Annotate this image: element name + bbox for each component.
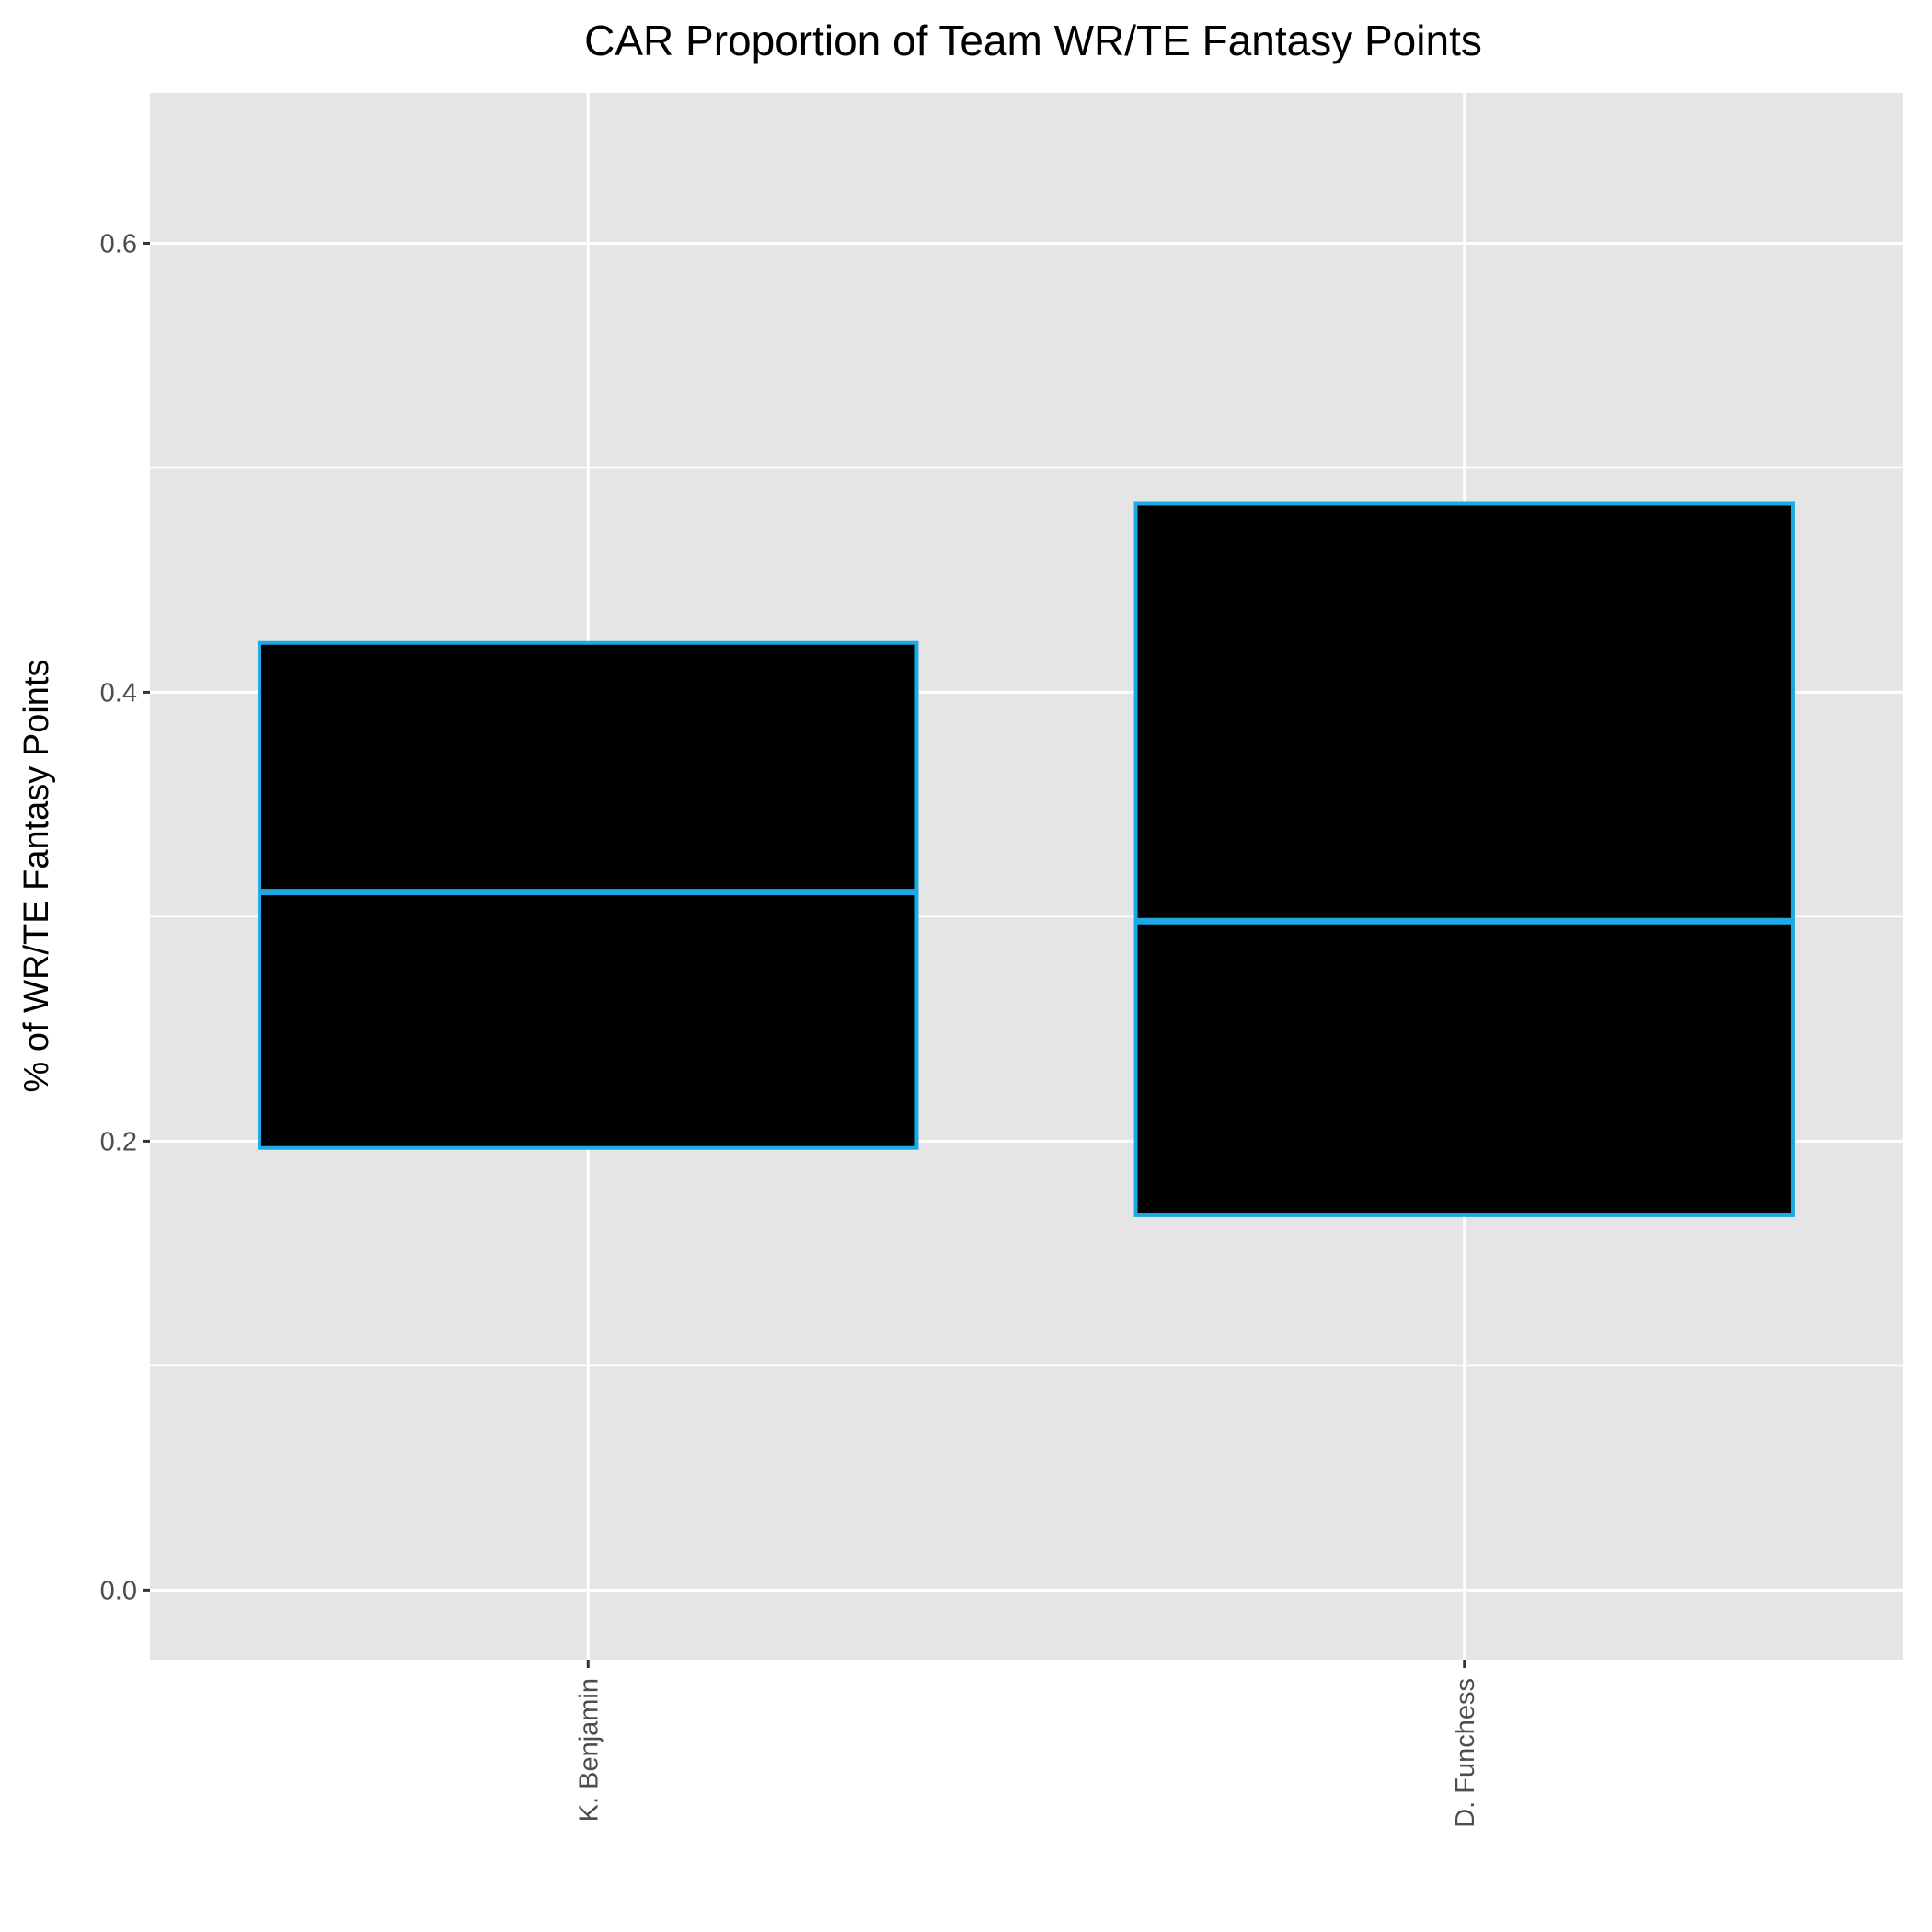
y-tick-label: 0.6 [100, 229, 137, 259]
x-axis: K. Benjamin D. Funchess [574, 1660, 1480, 1828]
box [259, 643, 916, 1148]
x-tick-label: D. Funchess [1451, 1678, 1480, 1828]
y-tick-label: 0.0 [100, 1576, 137, 1605]
chart-title: CAR Proportion of Team WR/TE Fantasy Poi… [584, 17, 1482, 64]
y-axis-label: % of WR/TE Fantasy Points [17, 660, 56, 1093]
box [1136, 503, 1793, 1214]
x-tick-label: K. Benjamin [574, 1678, 604, 1822]
y-tick-label: 0.4 [100, 678, 137, 707]
y-axis: 0.0 0.2 0.4 0.6 [100, 229, 150, 1605]
y-tick-label: 0.2 [100, 1127, 137, 1156]
